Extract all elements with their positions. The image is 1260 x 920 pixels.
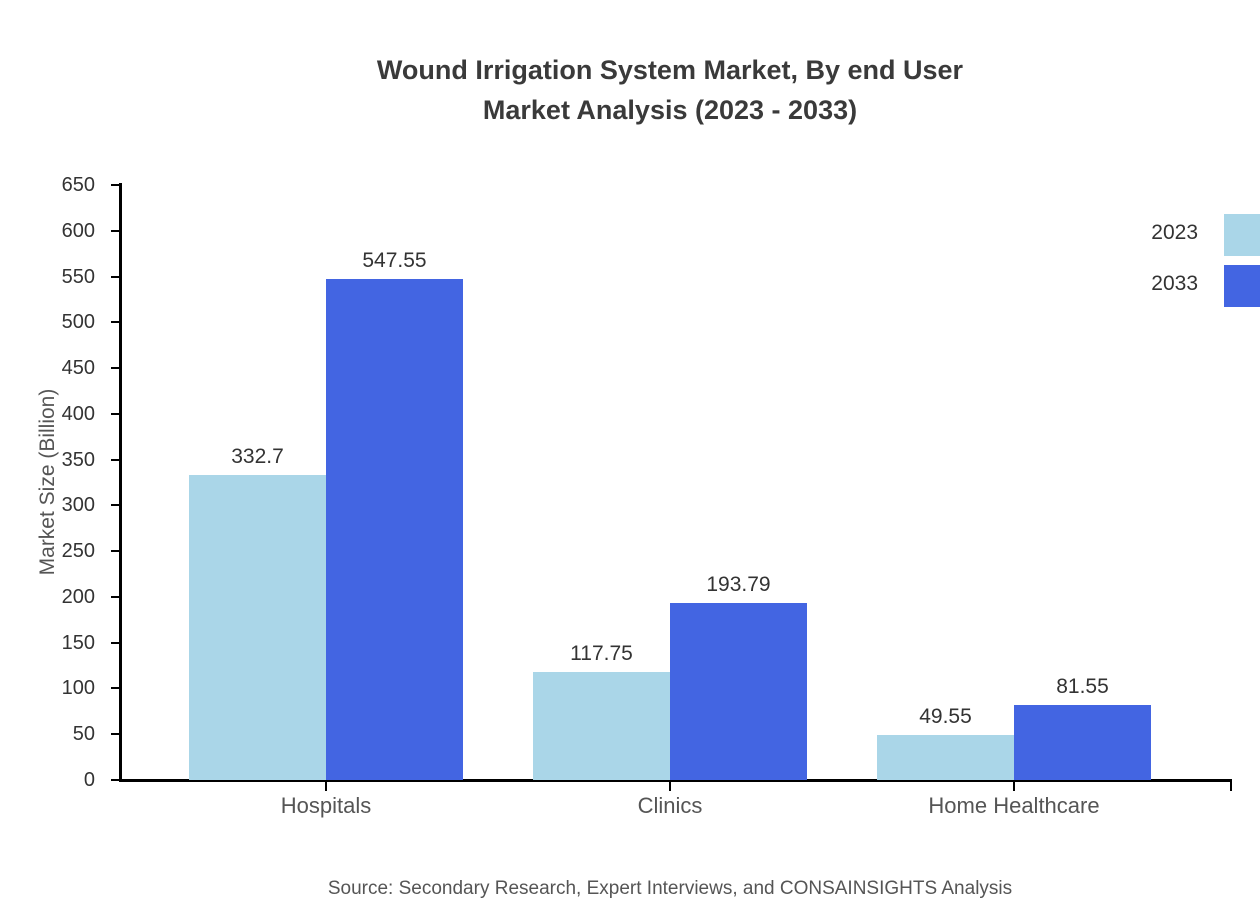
x-axis-category-clinics: Clinics — [637, 793, 703, 818]
y-axis-tick-label: 0 — [83, 769, 95, 791]
bar-hospitals-2033[interactable] — [326, 278, 463, 780]
y-axis-tick-label: 100 — [61, 677, 95, 700]
y-axis-tick-label: 500 — [61, 311, 95, 334]
x-axis-tick — [325, 781, 327, 791]
y-axis-tick-label: 550 — [61, 265, 95, 288]
y-axis-tick — [111, 687, 121, 690]
y-axis-tick-label: 400 — [61, 402, 95, 425]
chart-title: Wound Irrigation System Market, By end U… — [0, 50, 1260, 130]
legend-swatch — [1224, 265, 1260, 307]
y-axis-tick — [111, 458, 121, 461]
y-axis-tick — [111, 412, 121, 415]
y-axis-tick-label: 600 — [61, 219, 95, 242]
source-note: Source: Secondary Research, Expert Inter… — [327, 878, 1013, 899]
bar-home-healthcare-2033[interactable] — [1014, 705, 1151, 780]
bar-value-label: 81.55 — [1056, 675, 1109, 699]
y-axis-tick-label: 300 — [61, 494, 95, 517]
bar-value-label: 547.55 — [362, 248, 427, 272]
bar-value-label: 117.75 — [570, 642, 633, 666]
y-axis-tick — [111, 641, 121, 644]
bar-value-label: 193.79 — [706, 572, 771, 596]
legend-swatch — [1224, 214, 1260, 256]
bar-value-label: 332.7 — [231, 445, 284, 469]
y-axis-label: Market Size (Billion) — [36, 388, 59, 576]
plot-area — [121, 185, 1232, 780]
legend-label: 2023 — [1151, 221, 1198, 244]
x-axis-tick — [1013, 781, 1015, 791]
y-axis-tick — [111, 275, 121, 278]
x-axis-line — [119, 779, 1232, 782]
legend-item-2023[interactable]: 2023 — [1100, 214, 1260, 256]
bar-hospitals-2023[interactable] — [189, 475, 326, 780]
x-axis-tick-end — [1230, 781, 1232, 791]
y-axis-tick — [111, 733, 121, 736]
y-axis-tick-label: 650 — [61, 174, 95, 196]
legend-label: 2033 — [1151, 272, 1198, 295]
legend-item-2033[interactable]: 2033 — [1100, 265, 1260, 307]
bar-clinics-2023[interactable] — [533, 672, 670, 780]
y-axis-tick — [111, 550, 121, 553]
x-axis-category-hospitals: Hospitals — [280, 793, 372, 818]
x-axis-tick — [669, 781, 671, 791]
y-axis-tick-label: 200 — [61, 585, 95, 608]
y-axis-line — [119, 183, 122, 782]
y-axis-tick — [111, 367, 121, 370]
y-axis-tick-label: 150 — [61, 631, 95, 654]
chart-title-line-1: Wound Irrigation System Market, By end U… — [376, 55, 964, 85]
x-axis-category-home-healthcare: Home Healthcare — [928, 793, 1100, 818]
y-axis-tick — [111, 184, 121, 186]
chart-title-line-2: Market Analysis (2023 - 2033) — [482, 95, 858, 125]
y-axis-tick-label: 350 — [61, 448, 95, 471]
y-axis-tick — [111, 504, 121, 507]
bar-value-label: 49.55 — [919, 704, 972, 728]
chart-legend[interactable]: 2023 2033 — [1100, 214, 1260, 314]
y-axis-tick-label: 450 — [61, 357, 95, 380]
y-axis-tick — [111, 779, 121, 781]
y-axis-tick — [111, 595, 121, 598]
y-axis-tick — [111, 229, 121, 232]
bar-home-healthcare-2023[interactable] — [877, 734, 1014, 780]
y-axis-tick — [111, 321, 121, 324]
y-axis-tick-label: 250 — [61, 540, 95, 563]
y-axis-tick-label: 50 — [72, 723, 95, 746]
bar-clinics-2033[interactable] — [670, 602, 807, 780]
